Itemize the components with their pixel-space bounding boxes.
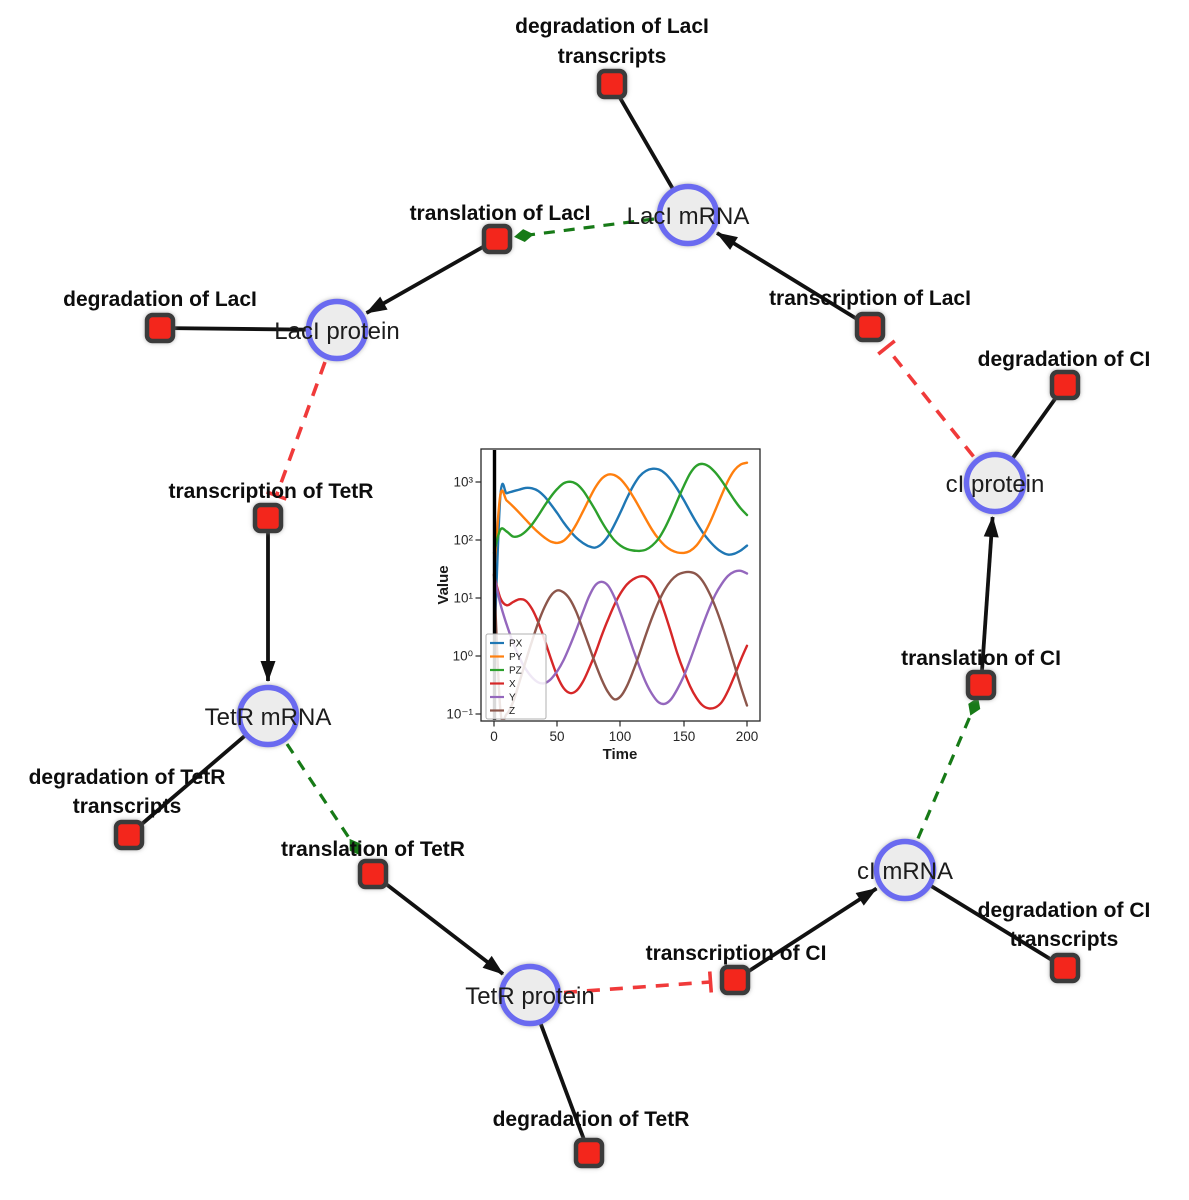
y-tick: 10⁻¹ bbox=[446, 707, 473, 722]
edge-lacimrna-activates-translation-laci bbox=[514, 217, 655, 243]
chart-ylabel: Value bbox=[435, 565, 452, 604]
species-label-tetr-protein: TetR protein bbox=[465, 983, 594, 1010]
legend-label: PX bbox=[509, 639, 523, 650]
chart-series-PZ bbox=[492, 462, 749, 555]
species-node-ci-protein[interactable] bbox=[963, 451, 1027, 515]
edge-cimrna-to-deg-ci-transcripts bbox=[904, 868, 1066, 970]
species-label-ci-mrna: cI mRNA bbox=[857, 858, 953, 885]
edge-tetrmrna-activates-translation-tetr bbox=[285, 743, 361, 856]
reaction-node-degradation-of-laci-transcripts[interactable] bbox=[596, 68, 628, 100]
reaction-label: transcription of CI bbox=[646, 942, 827, 965]
chart-series-PY bbox=[492, 461, 749, 577]
reaction-label: degradation of TetR bbox=[29, 766, 226, 789]
reaction-node-degradation-of-ci[interactable] bbox=[1049, 369, 1081, 401]
reaction-label: transcripts bbox=[73, 795, 182, 818]
activation-edge-layer bbox=[285, 217, 981, 856]
chart-legend: PX PY PZ X Y Z bbox=[485, 633, 547, 720]
reaction-node-degradation-of-tetr[interactable] bbox=[573, 1137, 605, 1169]
reaction-label: transcription of TetR bbox=[169, 480, 374, 503]
reaction-label: degradation of CI bbox=[978, 348, 1151, 371]
species-label-layer: LacI mRNA LacI protein cI protein TetR m… bbox=[205, 203, 1045, 1010]
legend-label: PZ bbox=[509, 666, 522, 677]
legend-label: Y bbox=[509, 693, 516, 704]
reaction-node-transcription-of-tetr[interactable] bbox=[252, 502, 284, 534]
reaction-node-translation-of-tetr[interactable] bbox=[357, 858, 389, 890]
chart-x-ticks bbox=[493, 721, 748, 727]
reaction-node-transcription-of-laci[interactable] bbox=[854, 311, 886, 343]
species-label-laci-mrna: LacI mRNA bbox=[627, 203, 750, 230]
reaction-label: translation of CI bbox=[901, 647, 1061, 670]
x-tick: 150 bbox=[673, 729, 696, 744]
x-tick: 50 bbox=[549, 729, 564, 744]
reaction-label: degradation of LacI bbox=[515, 15, 709, 38]
reaction-label: transcripts bbox=[558, 45, 667, 68]
y-tick: 10³ bbox=[453, 475, 473, 490]
x-tick: 0 bbox=[490, 729, 498, 744]
species-node-tetr-mrna[interactable] bbox=[236, 684, 300, 748]
species-node-laci-protein[interactable] bbox=[305, 298, 369, 362]
edge-laciprotein-inhibits-transcription-tetr bbox=[266, 361, 327, 501]
reaction-label: degradation of TetR bbox=[493, 1108, 690, 1131]
reaction-node-degradation-of-laci[interactable] bbox=[144, 312, 176, 344]
species-node-laci-mrna[interactable] bbox=[656, 183, 720, 247]
edge-ciprotein-inhibits-transcription-laci bbox=[877, 339, 975, 458]
legend-label: X bbox=[509, 679, 516, 690]
x-tick: 200 bbox=[736, 729, 759, 744]
inhibition-edge-layer bbox=[266, 339, 975, 995]
reaction-node-degradation-of-ci-transcripts[interactable] bbox=[1049, 952, 1081, 984]
species-label-ci-protein: cI protein bbox=[946, 471, 1045, 498]
species-label-tetr-mrna: TetR mRNA bbox=[205, 704, 332, 731]
reaction-node-transcription-of-ci[interactable] bbox=[719, 964, 751, 996]
chart-y-ticks bbox=[475, 481, 481, 715]
reaction-label: translation of LacI bbox=[410, 202, 591, 225]
chart-series-lines bbox=[492, 461, 749, 720]
y-tick: 10² bbox=[453, 533, 473, 548]
reaction-node-translation-of-ci[interactable] bbox=[965, 669, 997, 701]
reaction-label-layer: degradation of LacI transcripts translat… bbox=[29, 15, 1151, 1131]
reaction-label: translation of TetR bbox=[281, 838, 465, 861]
edge-transcription-laci-to-lacimrna bbox=[716, 231, 871, 329]
chart-series-X bbox=[492, 573, 749, 710]
edge-translation-ci-to-ciprotein bbox=[979, 516, 999, 686]
reaction-label: transcription of LacI bbox=[769, 287, 971, 310]
y-tick: 10⁰ bbox=[453, 649, 474, 664]
edge-cimrna-activates-translation-ci bbox=[916, 697, 981, 840]
reaction-node-degradation-of-tetr-transcripts[interactable] bbox=[113, 819, 145, 851]
edge-translation-laci-to-laciprotein bbox=[365, 237, 498, 315]
x-tick: 100 bbox=[609, 729, 632, 744]
legend-label: PY bbox=[509, 652, 523, 663]
y-tick: 10¹ bbox=[453, 591, 473, 606]
reaction-label: degradation of LacI bbox=[63, 288, 257, 311]
reaction-label: degradation of CI bbox=[978, 899, 1151, 922]
inset-chart: 0 50 100 150 200 10³ 10² 10¹ 10⁰ 10⁻¹ Ti… bbox=[435, 448, 761, 763]
chart-xlabel: Time bbox=[603, 746, 638, 763]
reaction-label: transcripts bbox=[1010, 928, 1119, 951]
chart-y-tick-labels: 10³ 10² 10¹ 10⁰ 10⁻¹ bbox=[446, 475, 473, 722]
legend-label: Z bbox=[509, 706, 515, 717]
edge-translation-tetr-to-tetrprotein bbox=[371, 872, 505, 976]
species-node-tetr-protein[interactable] bbox=[498, 963, 562, 1027]
edge-transcription-ci-to-cimrna bbox=[733, 886, 878, 982]
chart-x-tick-labels: 0 50 100 150 200 bbox=[490, 729, 758, 744]
species-node-ci-mrna[interactable] bbox=[873, 838, 937, 902]
edge-tetrprotein-inhibits-transcription-ci bbox=[563, 971, 714, 995]
species-label-laci-protein: LacI protein bbox=[274, 318, 399, 345]
reaction-node-translation-of-laci[interactable] bbox=[481, 223, 513, 255]
node-layer bbox=[113, 68, 1081, 1169]
